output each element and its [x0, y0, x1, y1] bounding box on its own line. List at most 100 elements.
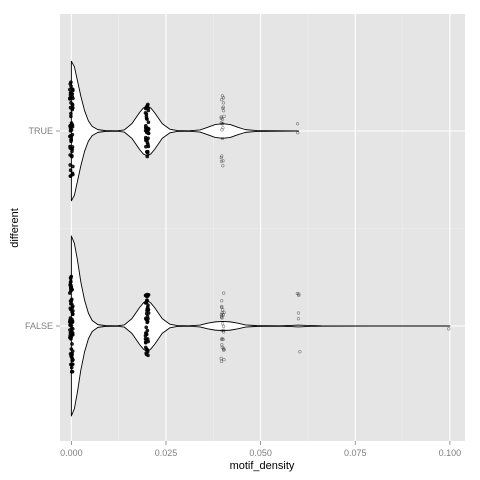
- data-point: [220, 154, 224, 158]
- data-point: [69, 335, 73, 340]
- data-point: [144, 116, 149, 121]
- data-point: [222, 348, 226, 352]
- data-point: [145, 348, 150, 352]
- data-point: [144, 112, 149, 116]
- data-point: [146, 120, 151, 125]
- data-point: [222, 330, 226, 334]
- data-point: [297, 293, 301, 297]
- data-point: [221, 308, 225, 312]
- data-point: [144, 300, 149, 305]
- data-point: [70, 310, 74, 314]
- data-point: [220, 315, 224, 319]
- data-point: [143, 337, 148, 341]
- data-point: [70, 320, 75, 324]
- data-point: [145, 319, 150, 324]
- data-point: [297, 292, 301, 296]
- data-point: [220, 122, 224, 126]
- data-point: [144, 104, 149, 109]
- violin-false: [70, 235, 451, 417]
- data-point: [71, 164, 75, 169]
- data-point: [219, 312, 224, 317]
- data-point: [298, 350, 302, 354]
- data-point: [222, 328, 226, 332]
- data-point: [70, 369, 75, 374]
- data-point: [70, 124, 75, 129]
- data-point: [145, 154, 150, 159]
- data-point: [220, 328, 224, 333]
- data-point: [68, 276, 73, 280]
- data-point: [219, 121, 223, 125]
- data-point: [69, 111, 73, 116]
- data-point: [70, 342, 74, 346]
- plot-panel: [60, 14, 465, 441]
- data-point: [68, 96, 72, 100]
- data-point: [222, 310, 226, 315]
- data-point: [220, 343, 224, 347]
- data-point: [70, 358, 74, 363]
- data-point: [146, 127, 151, 132]
- data-point: [220, 305, 224, 310]
- data-point: [221, 164, 225, 168]
- data-point: [143, 125, 148, 130]
- data-point: [221, 105, 225, 109]
- data-point: [144, 331, 148, 335]
- y-tick-label: TRUE: [29, 126, 54, 136]
- data-point: [69, 137, 74, 142]
- data-point: [70, 331, 75, 335]
- data-point: [70, 171, 75, 176]
- data-point: [220, 98, 224, 102]
- data-point: [68, 163, 73, 167]
- data-point: [296, 131, 300, 135]
- data-point: [146, 131, 151, 136]
- data-point: [68, 316, 73, 320]
- data-point: [146, 303, 150, 308]
- data-point: [68, 328, 72, 332]
- x-tick-label: 0.075: [344, 448, 367, 458]
- data-point: [220, 336, 224, 341]
- data-point: [71, 106, 75, 110]
- data-point: [220, 311, 224, 315]
- data-point: [221, 121, 225, 126]
- data-point: [69, 365, 74, 370]
- data-point: [220, 299, 224, 303]
- data-point: [68, 168, 73, 173]
- data-point: [70, 132, 75, 137]
- data-point: [68, 174, 73, 178]
- y-axis-ticks: FALSE TRUE: [25, 126, 60, 331]
- data-point: [70, 92, 75, 96]
- data-point: [220, 94, 224, 98]
- data-point: [447, 327, 451, 331]
- data-point: [70, 362, 74, 367]
- x-tick-label: 0.100: [439, 448, 462, 458]
- data-point: [69, 289, 73, 293]
- data-point: [68, 134, 72, 139]
- data-point: [220, 128, 224, 132]
- data-point: [68, 82, 73, 86]
- data-point: [145, 308, 149, 313]
- data-point: [145, 294, 150, 299]
- data-point: [296, 311, 301, 315]
- violins: [70, 60, 451, 417]
- data-point: [68, 87, 72, 92]
- data-point: [296, 122, 300, 126]
- data-point: [221, 337, 225, 342]
- data-point: [221, 106, 225, 110]
- data-point: [296, 317, 301, 321]
- data-point: [144, 138, 148, 143]
- data-point: [144, 325, 149, 330]
- data-point: [221, 109, 226, 113]
- data-point: [221, 96, 226, 100]
- data-point: [70, 153, 74, 158]
- data-point: [70, 145, 75, 149]
- violin-true: [70, 60, 299, 202]
- data-point: [70, 326, 75, 331]
- data-point: [146, 142, 150, 147]
- data-point: [69, 285, 74, 289]
- data-point: [145, 149, 150, 154]
- data-point: [219, 115, 223, 119]
- minor-gridlines: [60, 14, 465, 441]
- data-point: [219, 116, 223, 120]
- data-point: [220, 322, 225, 326]
- y-axis-title: different: [9, 208, 21, 248]
